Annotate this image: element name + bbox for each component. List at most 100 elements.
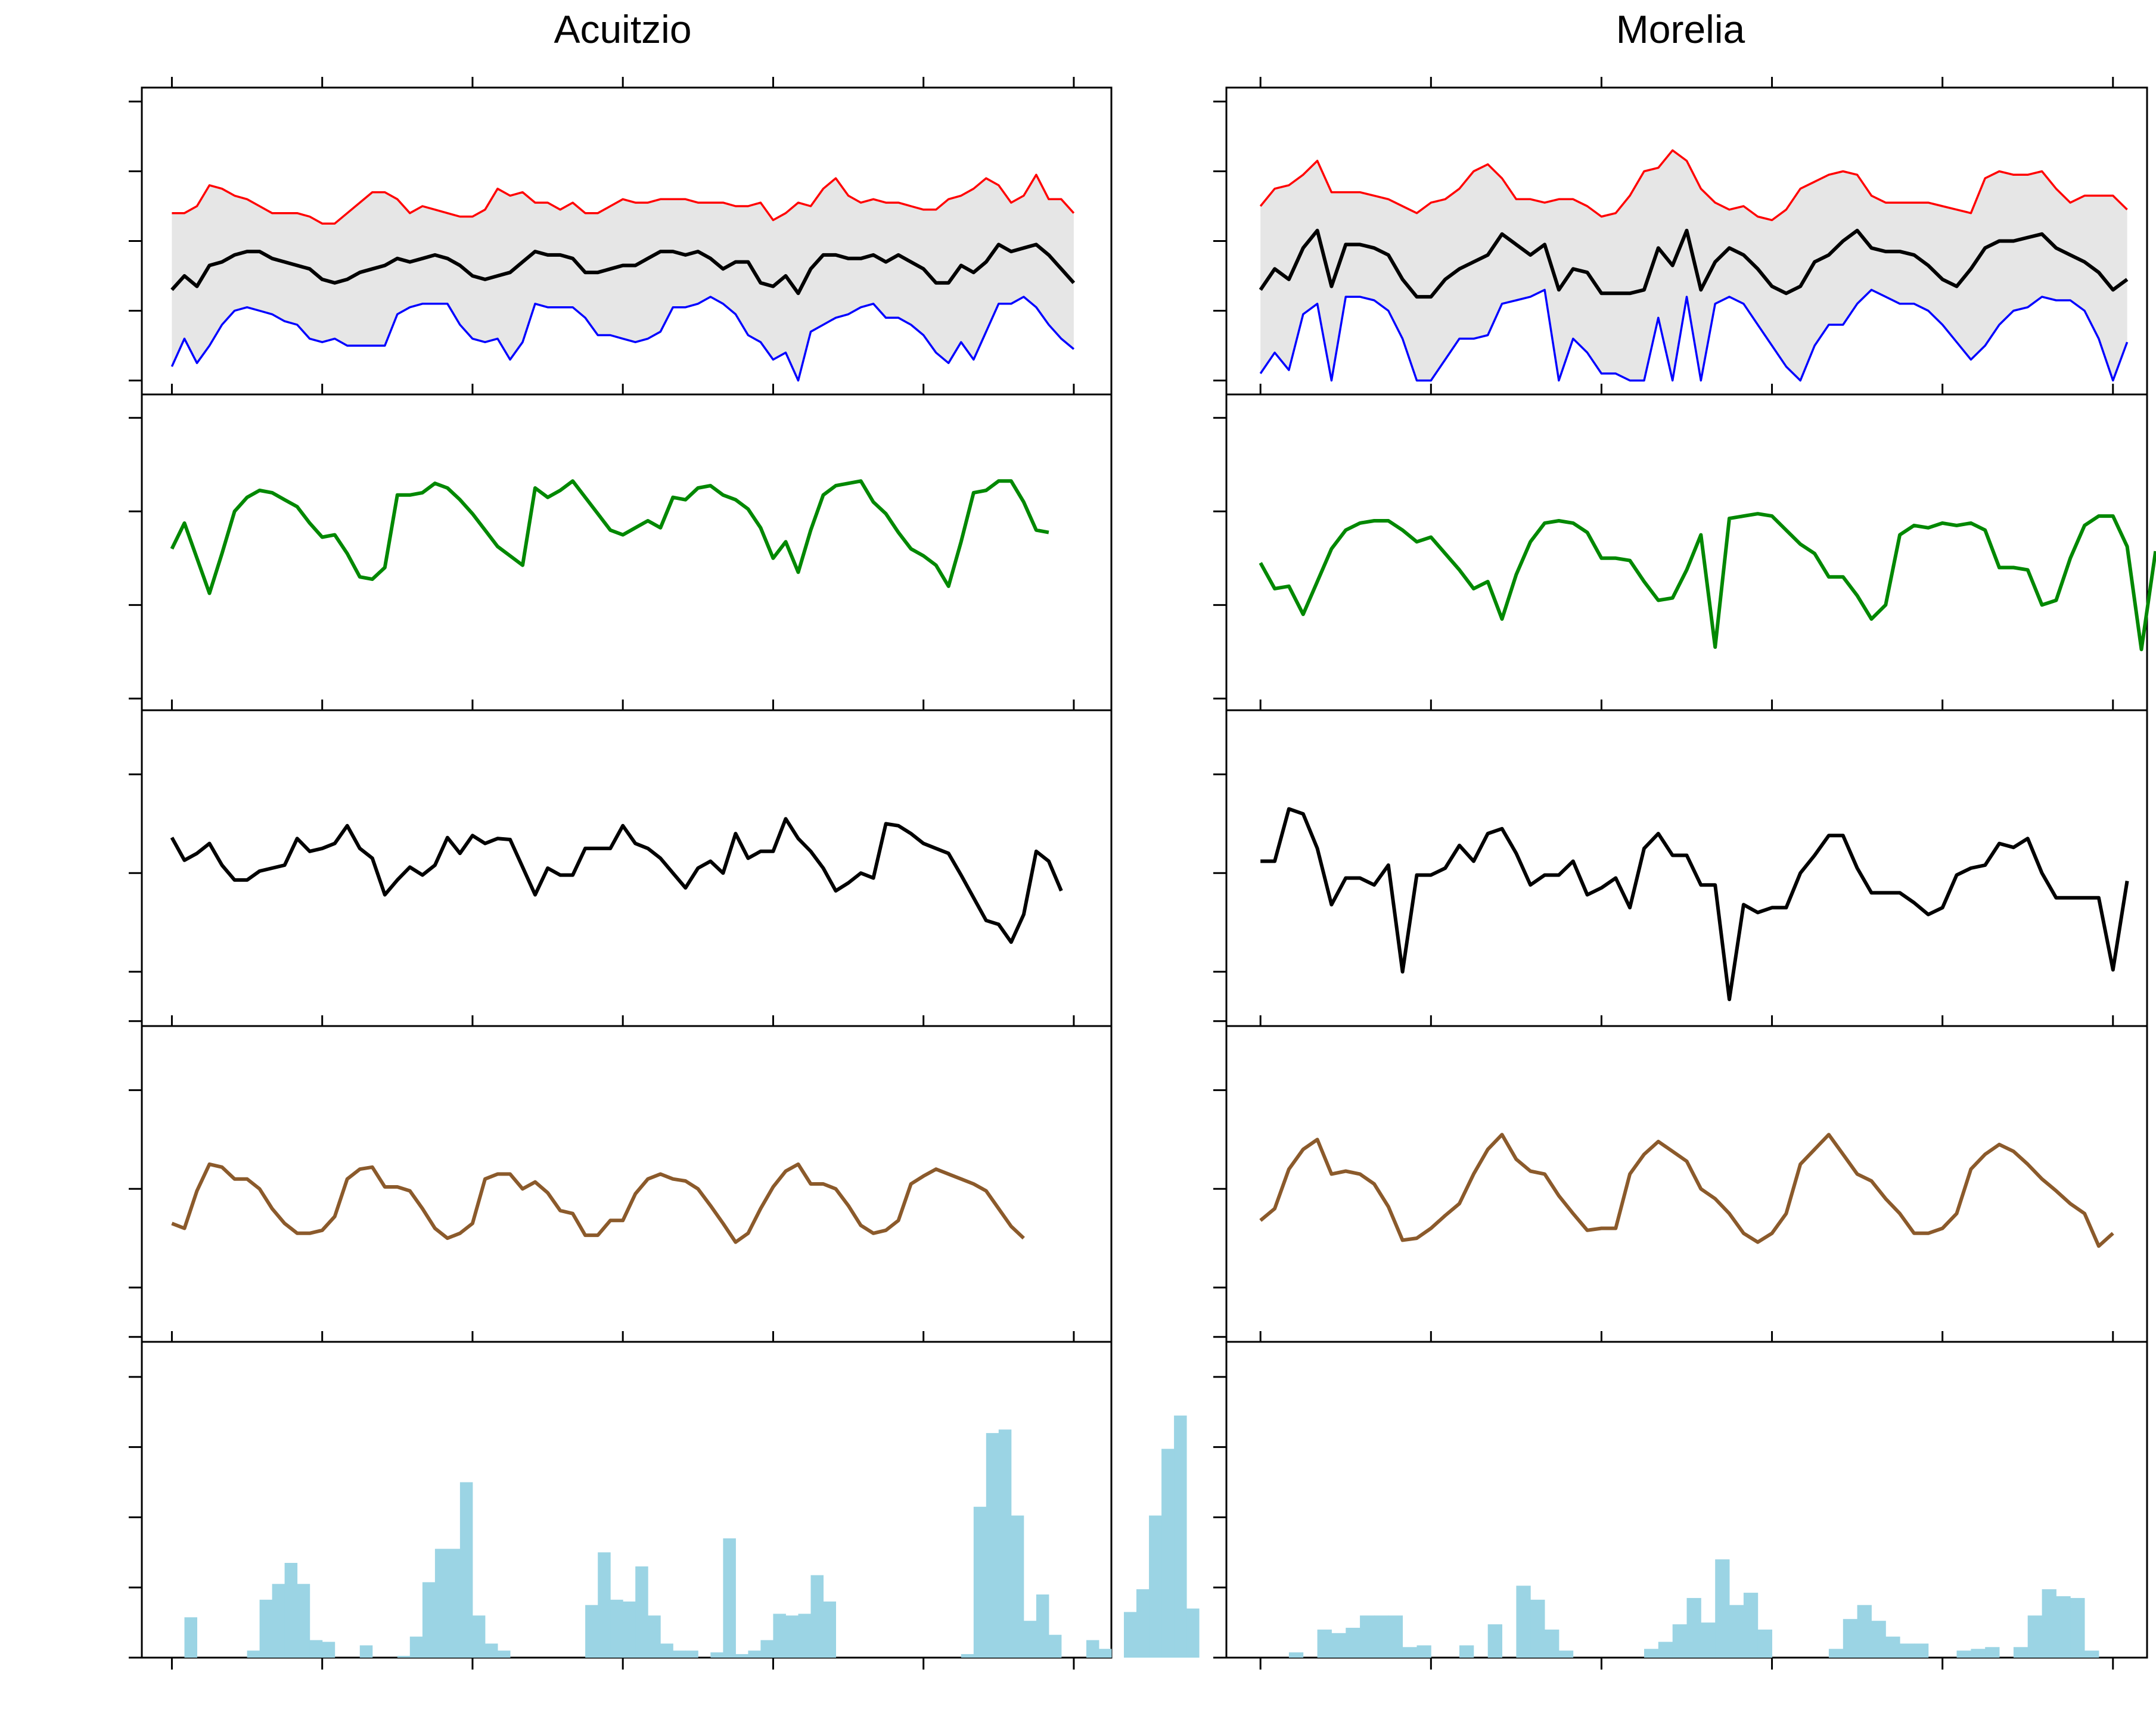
- precip-bar: [1900, 1643, 1915, 1658]
- precip-bar: [623, 1601, 636, 1658]
- precip-bar: [1149, 1515, 1162, 1658]
- column-title-morelia: Morelia: [1616, 7, 1745, 51]
- precip-bar: [760, 1640, 773, 1658]
- precip-bar: [1843, 1619, 1858, 1658]
- precip-bar: [485, 1643, 498, 1658]
- panel-frame: [1225, 393, 2148, 711]
- precip-bar: [459, 1482, 473, 1658]
- series-line-tmax: [1259, 149, 2128, 222]
- precip-bar: [1124, 1612, 1137, 1658]
- series-line-wind-run: [1260, 807, 2129, 1002]
- precip-bar: [2056, 1596, 2071, 1658]
- series-line-tmean: [170, 243, 1076, 296]
- precip-bar: [1136, 1589, 1150, 1658]
- precip-bar: [2070, 1597, 2085, 1658]
- precip-bar: [1174, 1415, 1187, 1658]
- precip-bar: [1956, 1650, 1971, 1658]
- precip-bar: [422, 1582, 436, 1658]
- precip-bar: [409, 1636, 423, 1658]
- precip-bar: [1099, 1649, 1112, 1658]
- panel-frame: [1225, 1025, 2148, 1343]
- precip-bar: [2013, 1647, 2028, 1658]
- precip-bar: [1317, 1629, 1332, 1658]
- precip-bar: [735, 1654, 748, 1658]
- precip-bar: [1360, 1615, 1375, 1658]
- precip-bar: [397, 1656, 411, 1658]
- precip-bar: [2042, 1589, 2056, 1658]
- precip-bar: [1828, 1649, 1844, 1658]
- precip-bar: [1516, 1586, 1531, 1658]
- precip-bar: [660, 1643, 673, 1658]
- precip-bar: [1672, 1624, 1687, 1658]
- panel-A: [129, 77, 1113, 396]
- panel-frame: [141, 1025, 1113, 1343]
- series-line-eto: [1259, 1133, 2114, 1248]
- precip-bar: [710, 1652, 723, 1658]
- precip-bar: [1331, 1633, 1346, 1658]
- precip-bar: [1487, 1624, 1502, 1658]
- series-line-rh: [1259, 512, 2156, 651]
- panel-F: [1213, 77, 2148, 396]
- precip-bar: [1914, 1643, 1929, 1658]
- precip-bar: [297, 1584, 310, 1658]
- precip-bar: [1871, 1621, 1886, 1658]
- precip-bar: [359, 1645, 373, 1658]
- precip-bar: [472, 1615, 486, 1658]
- precip-bar: [1416, 1645, 1431, 1658]
- panel-E: [129, 1331, 1200, 1670]
- panel-D: [129, 1015, 1113, 1343]
- precip-bar: [1288, 1652, 1304, 1658]
- temperature-band: [172, 175, 1074, 381]
- precip-bar: [673, 1650, 686, 1658]
- precip-bar: [986, 1433, 999, 1658]
- panel-G: [1213, 384, 2156, 711]
- precip-bar: [1545, 1629, 1559, 1658]
- precip-bar: [973, 1506, 987, 1658]
- precip-bar: [1186, 1608, 1200, 1658]
- precip-bar: [585, 1605, 598, 1658]
- precip-bar: [322, 1642, 335, 1658]
- series-line-tmin: [1259, 288, 2129, 382]
- precip-bar: [1086, 1640, 1099, 1658]
- panel-I: [1213, 1015, 2148, 1343]
- precip-bar: [447, 1549, 461, 1658]
- precip-bar: [1558, 1650, 1574, 1658]
- panel-J: [1213, 1331, 2148, 1670]
- precip-bar: [723, 1538, 736, 1658]
- precip-bar: [1388, 1615, 1403, 1658]
- column-title-acuitzio: Acuitzio: [554, 7, 691, 51]
- precip-bar: [798, 1614, 811, 1658]
- precip-bar: [1686, 1597, 1701, 1658]
- panel-frame: [141, 709, 1113, 1027]
- precip-bar: [1161, 1448, 1175, 1658]
- precip-bar: [1971, 1649, 1986, 1658]
- precip-bar: [685, 1650, 698, 1658]
- precip-bar: [2084, 1650, 2099, 1658]
- precip-bar: [1743, 1593, 1759, 1658]
- precip-bar: [284, 1563, 298, 1658]
- precip-bar: [1644, 1649, 1659, 1658]
- precip-bar: [1729, 1605, 1744, 1658]
- precip-bar: [610, 1599, 623, 1658]
- precip-bar: [1346, 1627, 1360, 1658]
- series-line-eto: [171, 1162, 1025, 1244]
- precip-bar: [1023, 1621, 1037, 1658]
- series-line-tmean: [1259, 228, 2129, 299]
- series-line-tmax: [172, 173, 1075, 225]
- precip-bar: [1530, 1599, 1545, 1658]
- precip-bar: [247, 1650, 260, 1658]
- precip-bar: [810, 1575, 824, 1658]
- precip-bar: [1885, 1636, 1900, 1658]
- panel-B: [129, 384, 1113, 711]
- precip-bar: [1757, 1629, 1772, 1658]
- precip-bar: [785, 1615, 799, 1658]
- precip-bar: [1715, 1559, 1730, 1658]
- precip-bar: [1658, 1642, 1673, 1658]
- precip-bar: [309, 1640, 323, 1658]
- series-line-wind-run: [170, 817, 1063, 944]
- precip-bar: [1985, 1647, 2000, 1658]
- precip-bar: [1048, 1634, 1062, 1658]
- precip-bar: [1011, 1515, 1024, 1658]
- precip-bar: [748, 1650, 761, 1658]
- precip-bar: [635, 1566, 648, 1658]
